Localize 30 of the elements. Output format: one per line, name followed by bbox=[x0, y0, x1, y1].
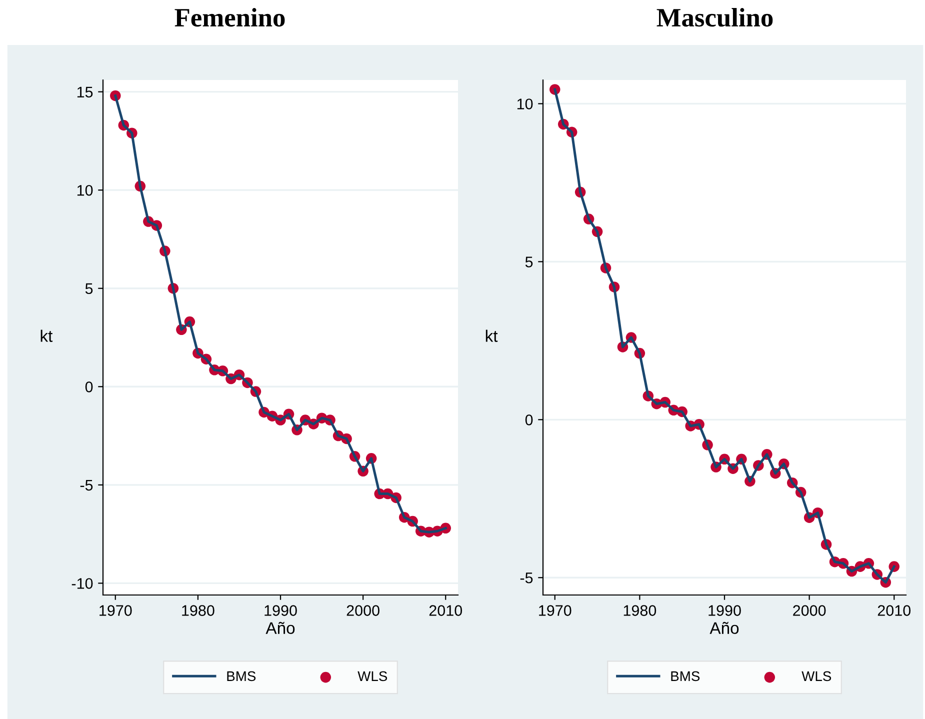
x-tick-label: 2000 bbox=[346, 605, 380, 616]
y-tick-label: 10 bbox=[517, 98, 533, 110]
x-tick-label: 1980 bbox=[624, 605, 656, 616]
y-tick-label: 5 bbox=[525, 256, 533, 268]
x-tick-label: 2010 bbox=[878, 605, 911, 616]
y-tick-label: 10 bbox=[77, 184, 93, 196]
legend-label: BMS bbox=[671, 671, 700, 682]
legend-label: WLS bbox=[802, 671, 832, 682]
x-tick-label: 1990 bbox=[708, 605, 741, 616]
y-tick-label: 5 bbox=[85, 283, 93, 294]
x-tick-label: 1970 bbox=[100, 605, 132, 616]
x-axis-title: Año bbox=[710, 622, 739, 634]
x-tick-label: 1980 bbox=[182, 605, 214, 616]
y-axis-title: kt bbox=[40, 330, 53, 342]
y-tick-label: 0 bbox=[85, 382, 93, 392]
x-tick-label: 2000 bbox=[793, 605, 826, 616]
x-axis-title: Año bbox=[266, 622, 295, 634]
y-tick-label: 15 bbox=[77, 86, 93, 98]
y-tick-label: -5 bbox=[520, 572, 533, 584]
legend-label: BMS bbox=[227, 671, 256, 682]
x-tick-label: 2010 bbox=[429, 605, 462, 616]
y-tick-label: -10 bbox=[72, 578, 93, 589]
y-axis-title: kt bbox=[486, 330, 498, 342]
y-tick-label: -5 bbox=[80, 480, 93, 491]
x-tick-label: 1990 bbox=[264, 605, 297, 616]
chart-title: Masculino bbox=[656, 8, 773, 27]
y-tick-label: 0 bbox=[525, 414, 533, 426]
chart-title: Femenino bbox=[174, 8, 285, 27]
x-tick-label: 1970 bbox=[539, 605, 572, 616]
legend-label: WLS bbox=[358, 671, 388, 682]
